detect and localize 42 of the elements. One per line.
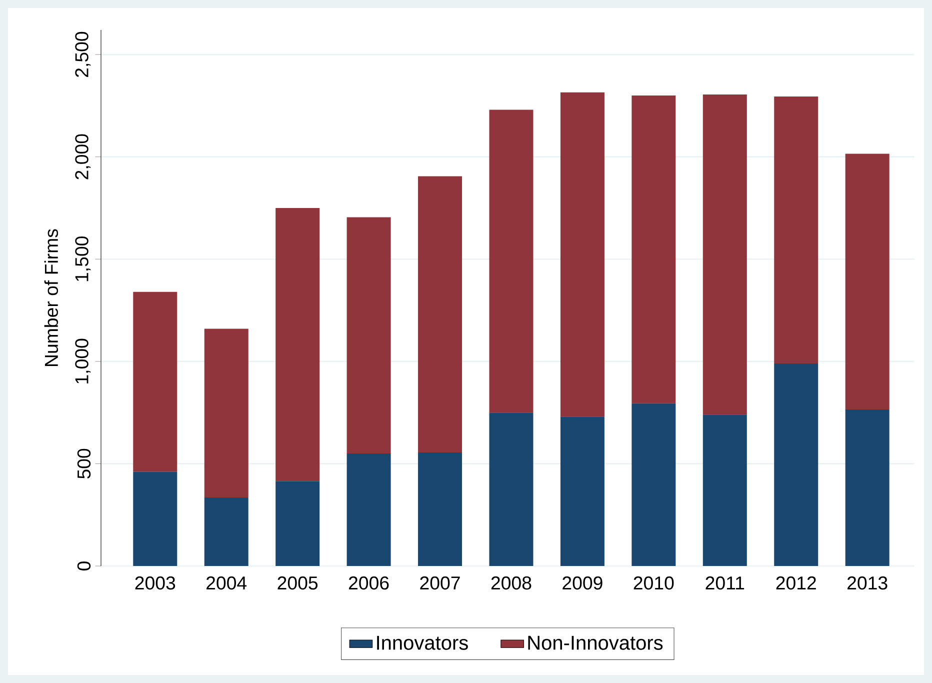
x-tick-label: 2012 xyxy=(776,576,816,590)
bar xyxy=(418,176,462,452)
legend-label: Non-Innovators xyxy=(528,636,663,650)
bar xyxy=(489,412,534,566)
bar xyxy=(276,208,320,482)
bar xyxy=(346,453,391,566)
bar xyxy=(204,328,248,498)
bar xyxy=(632,403,676,566)
bar xyxy=(845,409,890,566)
x-tick-label: 2008 xyxy=(491,576,532,590)
y-tick-label: 500 xyxy=(77,448,91,479)
x-tick-label: 2011 xyxy=(706,576,744,590)
x-tick-label: 2003 xyxy=(135,576,176,590)
x-tick-label: 2004 xyxy=(206,576,247,590)
x-tick-label: 2009 xyxy=(562,576,602,590)
bar xyxy=(632,95,676,404)
bar xyxy=(845,154,890,410)
y-tick-label: 2,000 xyxy=(75,134,91,180)
x-tick-label: 2007 xyxy=(420,576,460,590)
x-tick-label: 2005 xyxy=(278,576,318,590)
bar xyxy=(702,94,747,415)
y-tick-label: 1,000 xyxy=(75,338,91,384)
x-tick-label: 2006 xyxy=(348,576,389,590)
bar xyxy=(774,363,818,566)
x-tick-label: 2010 xyxy=(634,576,674,590)
bar xyxy=(204,497,248,566)
bar xyxy=(276,481,320,566)
bar xyxy=(702,414,747,566)
x-tick-label: 2013 xyxy=(848,576,888,590)
y-tick-label: 2,500 xyxy=(75,32,91,77)
bar xyxy=(346,217,391,454)
y-tick-label: 0 xyxy=(77,562,91,570)
bar xyxy=(560,92,604,417)
y-axis-title: Number of Firms xyxy=(44,229,58,366)
bar xyxy=(774,96,818,364)
bar xyxy=(489,110,534,413)
bar xyxy=(418,452,462,566)
y-tick-label: 1,500 xyxy=(75,236,91,282)
legend-label: Innovators xyxy=(377,636,468,650)
bar xyxy=(560,416,604,566)
bar xyxy=(133,472,178,566)
bar xyxy=(133,292,178,472)
